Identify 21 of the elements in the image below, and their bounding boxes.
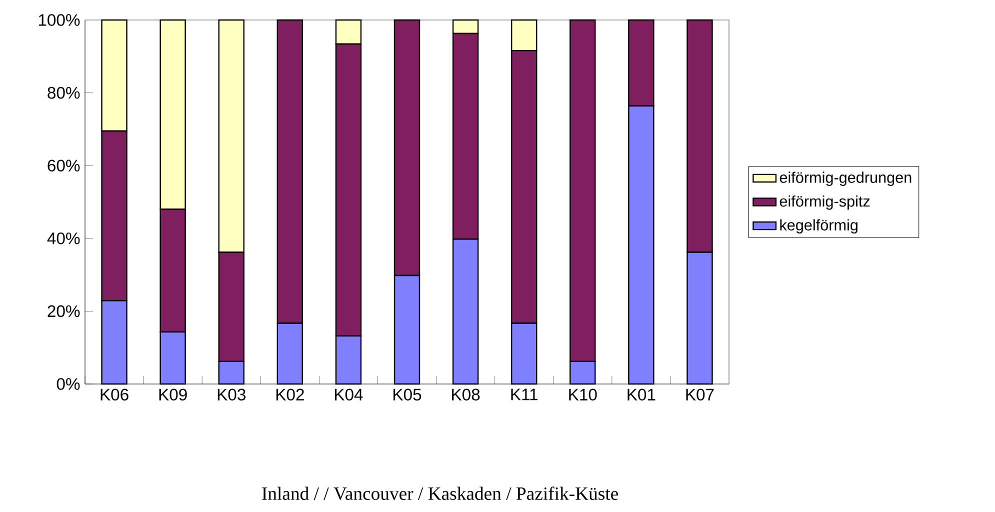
- x-tick-label: K01: [628, 388, 656, 401]
- legend-label: eiförmig-spitz: [780, 195, 870, 210]
- x-tick-label: K05: [394, 388, 422, 401]
- x-tick-label: K04: [334, 388, 363, 401]
- text: Inland / / Vancouver / Kaskaden / Pazifik-Küste: [262, 486, 618, 500]
- x-tick-label: K07: [686, 388, 714, 401]
- x-tick-label: K10: [569, 388, 597, 401]
- x-tick-label: K11: [511, 388, 538, 400]
- x-tick-label: K06: [100, 388, 128, 401]
- x-tick-label: K08: [452, 388, 480, 401]
- y-tick-label: 60%: [48, 160, 80, 172]
- y-tick-label: 100%: [38, 14, 80, 26]
- x-tick-label: K03: [218, 388, 246, 401]
- legend-label: kegelförmig: [780, 219, 858, 234]
- y-tick-label: 40%: [47, 232, 80, 244]
- x-tick-label: K02: [276, 388, 304, 401]
- y-tick-label: 0%: [56, 378, 80, 390]
- y-tick-label: 80%: [48, 86, 80, 99]
- x-tick-label: K09: [159, 388, 187, 401]
- y-tick-label: 20%: [48, 305, 80, 318]
- legend-label: eiförmig-gedrungen: [780, 172, 912, 186]
